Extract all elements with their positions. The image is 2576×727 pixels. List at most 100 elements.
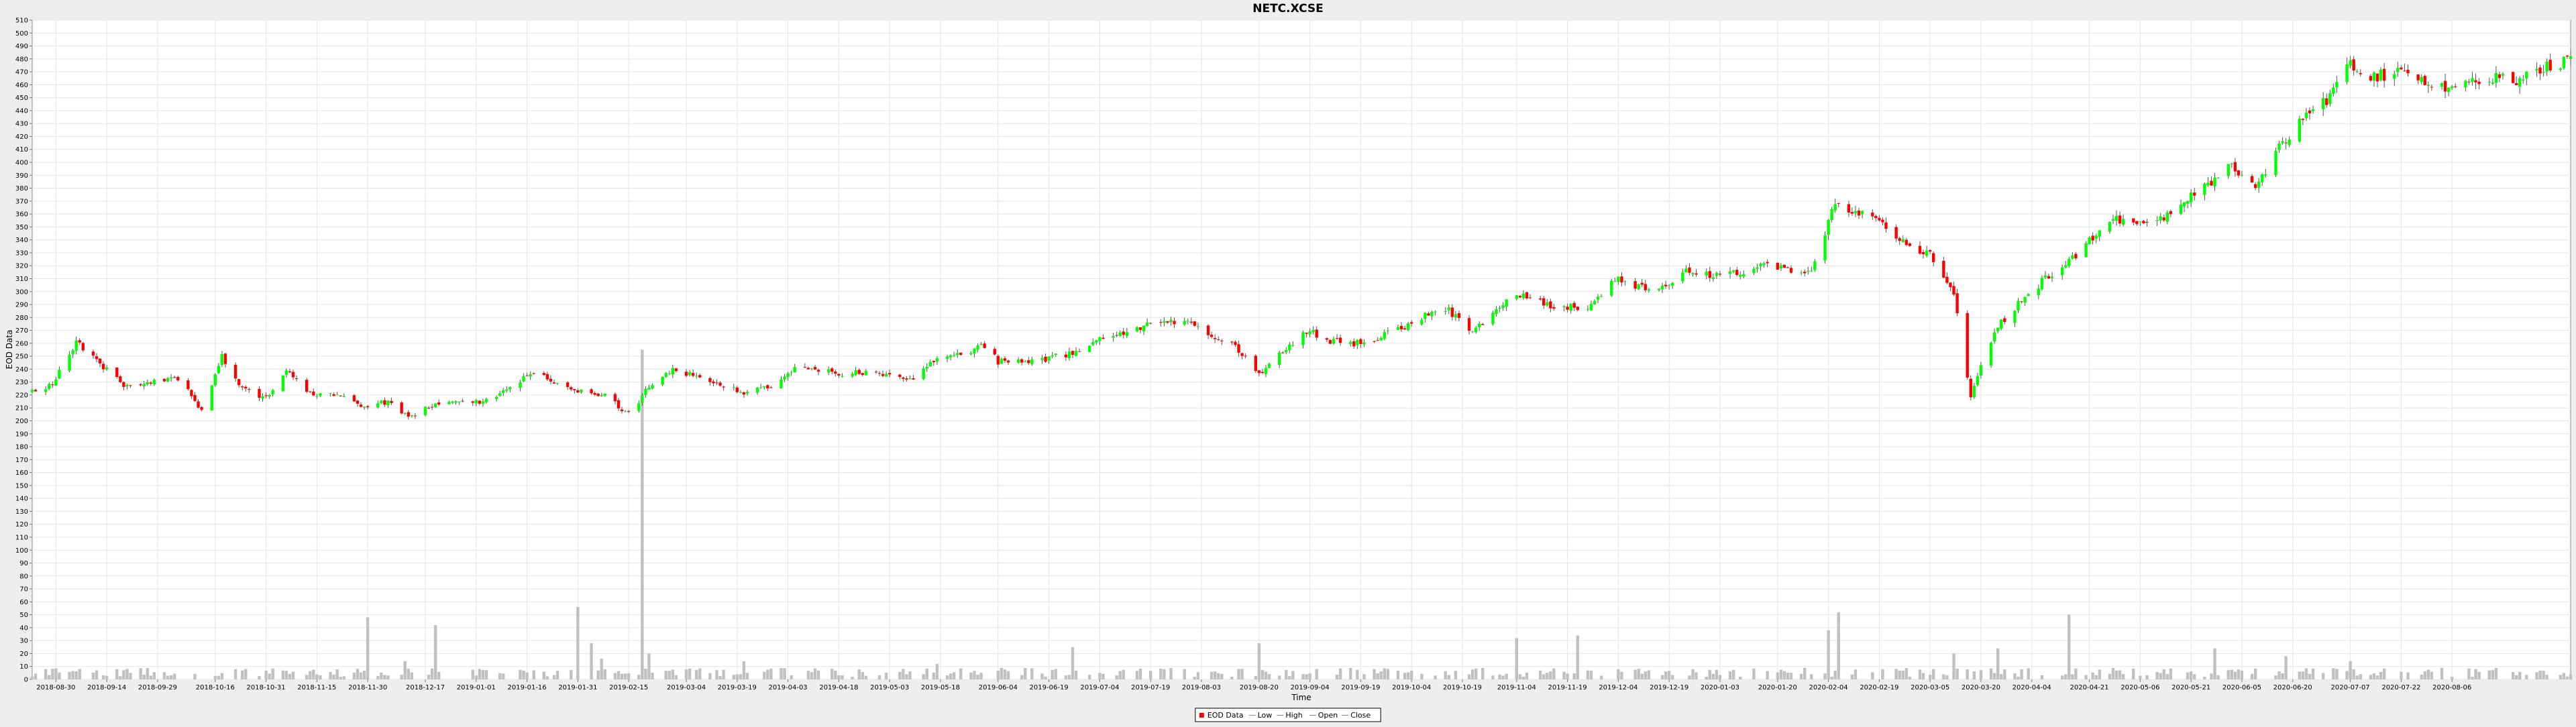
candle [498,390,502,397]
volume-bar [332,674,335,679]
candle [342,393,345,398]
volume-bar [603,669,606,679]
candle-body [2426,85,2430,87]
x-axis-label: Time [1291,693,1311,702]
candle [2382,62,2386,88]
candle [356,400,360,407]
candle-body [1569,304,1572,311]
y-tick-label: 230 [15,379,28,386]
candle [1406,321,1410,331]
candle [1183,317,1186,326]
x-tick-label: 2020-07-07 [2331,684,2370,691]
y-tick-label: 250 [15,353,28,361]
candle [2108,221,2112,234]
candle [1220,339,1224,345]
candle [1349,340,1352,347]
candle [190,389,193,399]
x-tick-label: 2019-05-03 [870,684,909,691]
candle [474,398,478,406]
candle-body [352,395,356,402]
volume-bar [952,672,956,679]
volume-bar [1552,668,1556,679]
candle-body [1640,282,1644,285]
candle [1779,263,1783,272]
candle [2169,209,2173,217]
candle-body [1881,219,1884,223]
candle [58,366,61,380]
candle [1731,270,1735,274]
x-tick-label: 2020-03-20 [1962,684,2000,691]
volume-bar [122,670,125,679]
candle-body [956,353,959,355]
volume-bar [2542,671,2545,679]
candle [125,384,129,390]
candle-body [827,369,830,373]
volume-bar [1420,673,1424,679]
candle [1610,278,1613,297]
volume-bar [2189,671,2193,679]
candle [651,383,654,390]
candle-body [841,376,844,377]
volume-bar [142,674,146,679]
candle [478,400,482,406]
volume-bar [1776,672,1780,679]
x-tick-label: 2019-07-04 [1080,684,1119,691]
candle-body [555,383,559,384]
candle [244,385,248,392]
volume-bar [1193,677,1197,679]
candle [2132,218,2135,226]
volume-bar [834,671,837,679]
volume-bar [1901,671,1904,679]
candle [2165,210,2169,225]
volume-bar [519,669,522,679]
volume-bar [1810,674,1813,679]
volume-bar [2017,676,2020,679]
candle [1542,295,1546,309]
candle [1240,352,1244,359]
volume-bar [667,671,671,679]
candle [1667,284,1671,290]
volume-bar [708,673,712,679]
candle-body [2450,86,2454,89]
candle [1145,318,1149,327]
volume-bar [1637,669,1640,679]
volume-bar [2061,675,2064,679]
candle [1030,357,1034,366]
candle-body [407,412,410,417]
candle-body [1352,341,1356,347]
candle-body [268,395,271,397]
candle [193,392,197,402]
candle-body [78,340,81,343]
candle-body [1660,286,1664,290]
candle-body [864,371,867,376]
candle-body [780,379,783,388]
x-tick-label: 2020-07-22 [2381,684,2420,691]
candle [1362,339,1366,347]
candle [1992,328,1996,344]
candle-body [2393,74,2396,79]
y-tick-label: 240 [15,366,28,374]
volume-bar [437,671,441,679]
candle-body [2375,73,2379,82]
candle [877,371,881,377]
candle [739,390,743,394]
candle [745,390,749,396]
candle-body [447,402,451,404]
candle [810,368,814,371]
volume-bar [1688,675,1691,679]
candle [74,336,78,355]
candle [2050,272,2054,282]
volume-bar [2538,670,2542,679]
candle [458,401,461,405]
candle-body [142,384,146,387]
x-tick-label: 2019-12-04 [1599,684,1638,691]
candle [732,384,735,391]
volume-bar [1349,667,1352,679]
y-tick-label: 490 [15,43,28,50]
candle [1776,262,1780,270]
candle-body [2203,183,2206,195]
volume-bar [34,673,38,679]
candle [908,375,912,380]
candle [2403,63,2406,72]
candle [616,398,621,411]
